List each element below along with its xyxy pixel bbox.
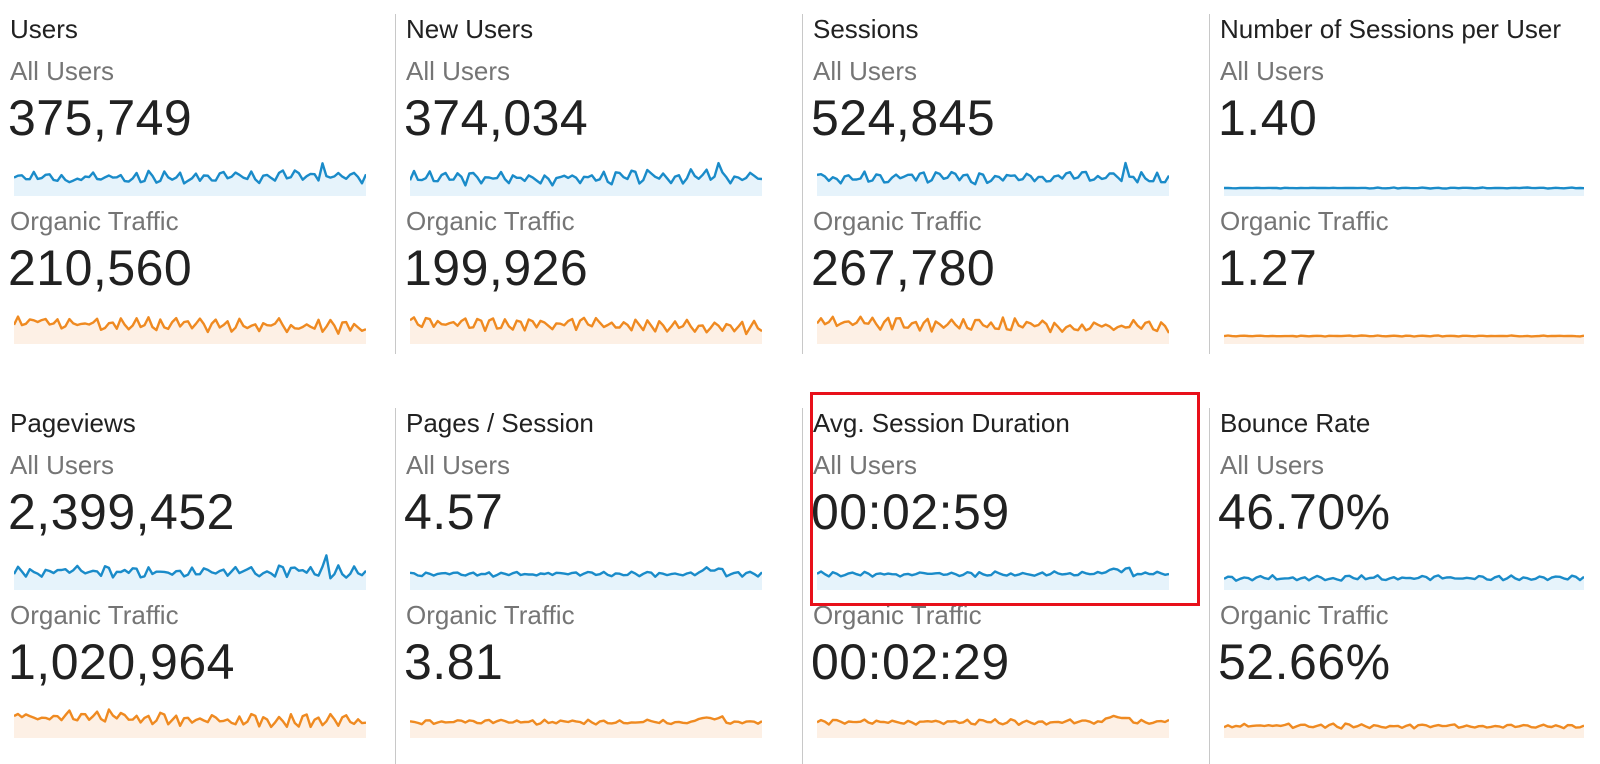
segment-label-organic: Organic Traffic: [813, 600, 982, 630]
segment-label-organic: Organic Traffic: [1220, 206, 1389, 236]
sparkline-all-users: [410, 566, 762, 590]
segment-value-organic: 00:02:29: [811, 634, 1010, 690]
sparkline-path: [817, 315, 1169, 334]
segment-value-organic: 210,560: [8, 240, 193, 296]
sparkline-path: [1224, 722, 1584, 730]
metric-title: Sessions: [813, 14, 919, 44]
segment-label-all-users: All Users: [406, 56, 511, 86]
sparkline-area: [1224, 187, 1584, 196]
sparkline-path: [817, 161, 1169, 186]
sparkline-path: [817, 714, 1169, 726]
segment-value-all-users: 2,399,452: [8, 484, 235, 540]
sparkline-path: [14, 554, 366, 580]
sparkline-path: [410, 316, 762, 336]
sparkline-area: [410, 163, 762, 196]
segment-value-all-users: 4.57: [404, 484, 504, 540]
sparkline-organic: [410, 316, 762, 344]
metric-title: Pageviews: [10, 408, 136, 438]
sparkline-area: [817, 567, 1169, 590]
sparkline-path: [1224, 574, 1584, 582]
segment-label-organic: Organic Traffic: [813, 206, 982, 236]
segment-label-all-users: All Users: [406, 450, 511, 480]
sparkline-all-users: [410, 161, 762, 196]
segment-label-all-users: All Users: [1220, 450, 1325, 480]
metric-card-new-users[interactable]: New Users All Users 374,034 Organic Traf…: [395, 14, 775, 354]
segment-label-all-users: All Users: [10, 450, 115, 480]
metric-title: Bounce Rate: [1220, 408, 1371, 438]
segment-value-organic: 1.27: [1218, 240, 1318, 296]
sparkline-organic: [817, 714, 1169, 738]
sparkline-organic: [1224, 334, 1584, 344]
metric-card-sessions-per-user[interactable]: Number of Sessions per User All Users 1.…: [1209, 14, 1600, 354]
sparkline-all-users: [817, 566, 1169, 590]
sparkline-organic: [14, 708, 366, 738]
metric-title: New Users: [406, 14, 534, 44]
metric-card-avg-session-duration[interactable]: Avg. Session Duration All Users 00:02:59…: [802, 408, 1182, 764]
segment-value-all-users: 46.70%: [1218, 484, 1391, 540]
sparkline-all-users: [14, 162, 366, 196]
sparkline-area: [14, 709, 366, 738]
sparkline-organic: [410, 715, 762, 738]
sparkline-path: [14, 708, 366, 729]
metric-title: Pages / Session: [406, 408, 594, 438]
segment-value-organic: 199,926: [404, 240, 589, 296]
segment-value-organic: 1,020,964: [8, 634, 235, 690]
segment-value-organic: 52.66%: [1218, 634, 1391, 690]
segment-value-all-users: 375,749: [8, 90, 193, 146]
sparkline-area: [1224, 335, 1584, 344]
segment-value-all-users: 374,034: [404, 90, 589, 146]
sparkline-path: [14, 162, 366, 185]
segment-label-all-users: All Users: [813, 450, 918, 480]
sparkline-path: [1224, 334, 1584, 338]
sparkline-path: [410, 161, 762, 187]
metric-title: Users: [10, 14, 78, 44]
sparkline-area: [817, 715, 1169, 738]
segment-value-all-users: 1.40: [1218, 90, 1318, 146]
metric-card-bounce-rate[interactable]: Bounce Rate All Users 46.70% Organic Tra…: [1209, 408, 1600, 764]
metric-title: Number of Sessions per User: [1220, 14, 1562, 44]
metric-card-pageviews[interactable]: Pageviews All Users 2,399,452 Organic Tr…: [0, 408, 380, 764]
sparkline-area: [817, 316, 1169, 344]
segment-label-organic: Organic Traffic: [406, 600, 575, 630]
sparkline-all-users: [1224, 574, 1584, 590]
segment-value-all-users: 00:02:59: [811, 484, 1010, 540]
sparkline-organic: [1224, 722, 1584, 738]
sparkline-area: [410, 567, 762, 590]
segment-label-all-users: All Users: [1220, 56, 1325, 86]
metric-title: Avg. Session Duration: [813, 408, 1070, 438]
segment-label-all-users: All Users: [813, 56, 918, 86]
sparkline-path: [14, 315, 366, 335]
segment-label-organic: Organic Traffic: [1220, 600, 1389, 630]
sparkline-all-users: [14, 554, 366, 590]
sparkline-area: [14, 316, 366, 344]
segment-label-organic: Organic Traffic: [10, 600, 179, 630]
sparkline-organic: [14, 315, 366, 344]
segment-value-organic: 267,780: [811, 240, 996, 296]
sparkline-path: [1224, 186, 1584, 190]
sparkline-all-users: [1224, 186, 1584, 196]
sparkline-all-users: [817, 161, 1169, 196]
segment-label-organic: Organic Traffic: [10, 206, 179, 236]
segment-value-all-users: 524,845: [811, 90, 996, 146]
segment-value-organic: 3.81: [404, 634, 504, 690]
sparkline-organic: [817, 315, 1169, 344]
metric-card-pages-per-session[interactable]: Pages / Session All Users 4.57 Organic T…: [395, 408, 775, 764]
segment-label-all-users: All Users: [10, 56, 115, 86]
sparkline-path: [410, 715, 762, 726]
metric-card-sessions[interactable]: Sessions All Users 524,845 Organic Traff…: [802, 14, 1182, 354]
sparkline-area: [410, 716, 762, 738]
metric-card-users[interactable]: Users All Users 375,749 Organic Traffic …: [0, 0, 380, 354]
segment-label-organic: Organic Traffic: [406, 206, 575, 236]
sparkline-path: [410, 566, 762, 578]
sparkline-path: [817, 566, 1169, 578]
